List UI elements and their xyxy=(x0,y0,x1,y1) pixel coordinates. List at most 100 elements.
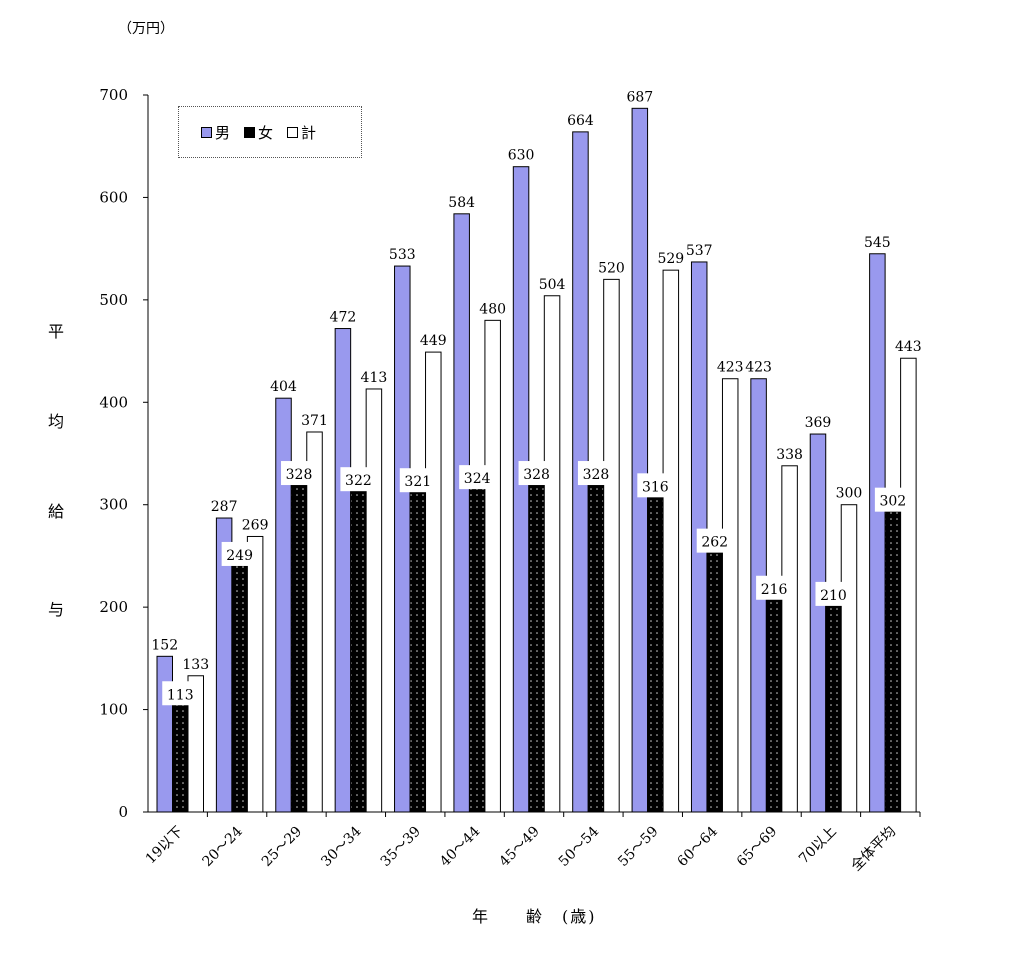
data-label-box-female xyxy=(399,468,436,493)
bar-female xyxy=(528,475,545,813)
x-tick-label: 65～69 xyxy=(734,824,780,870)
data-label-female: 328 xyxy=(583,467,610,483)
x-tick-label: 70以上 xyxy=(796,824,840,868)
unit-label: （万円） xyxy=(118,21,174,37)
bar-female xyxy=(647,487,664,813)
data-label-male: 423 xyxy=(745,360,772,376)
data-label-total: 449 xyxy=(420,333,447,349)
data-label-box-female xyxy=(518,461,555,486)
data-label-total: 504 xyxy=(539,277,566,293)
bar-female xyxy=(706,543,723,813)
data-label-box-female xyxy=(281,461,318,486)
bar-female xyxy=(290,475,308,813)
data-label-male: 630 xyxy=(508,148,535,164)
bar-female xyxy=(825,596,842,813)
data-label-total: 371 xyxy=(301,413,328,429)
data-label-female: 262 xyxy=(701,535,728,551)
bar-male xyxy=(334,328,352,813)
bar-total xyxy=(781,465,798,813)
data-label-female: 210 xyxy=(820,588,847,604)
x-tick-label: 35～39 xyxy=(378,824,424,870)
data-label-male: 404 xyxy=(270,379,297,395)
legend-swatch-total xyxy=(287,126,299,138)
data-label-total: 300 xyxy=(836,486,863,502)
bar-female xyxy=(884,502,902,813)
data-label-male: 369 xyxy=(805,415,832,431)
bar-total xyxy=(246,535,264,813)
bar-total xyxy=(365,388,383,813)
x-tick-label: 25～29 xyxy=(259,824,305,870)
data-label-female: 316 xyxy=(642,479,669,495)
data-label-box-female xyxy=(221,541,258,566)
y-tick-label: 500 xyxy=(99,291,128,309)
bar-total xyxy=(603,278,620,813)
legend-item-male: 男 xyxy=(201,122,230,143)
legend-item-female: 女 xyxy=(244,122,273,143)
y-axis-label-char: 均 xyxy=(48,412,65,431)
bar-female xyxy=(231,556,248,813)
data-label-total: 133 xyxy=(182,657,209,673)
x-tick-label: 19以下 xyxy=(143,824,187,868)
data-label-total: 423 xyxy=(717,360,744,376)
x-tick-label: 20～24 xyxy=(199,823,245,869)
y-axis-label-char: 給 xyxy=(48,502,65,521)
bar-male xyxy=(156,655,173,813)
bar-female xyxy=(350,481,367,813)
data-label-female: 321 xyxy=(404,474,431,490)
data-label-female: 216 xyxy=(761,582,788,598)
legend-label-female: 女 xyxy=(258,123,274,142)
data-label-male: 537 xyxy=(686,243,713,259)
bar-male xyxy=(631,107,649,813)
y-tick-label: 400 xyxy=(99,393,128,411)
bar-female xyxy=(409,482,427,813)
data-label-total: 269 xyxy=(242,517,269,533)
data-label-total: 413 xyxy=(361,370,388,386)
legend-swatch-male xyxy=(201,126,212,138)
data-label-male: 472 xyxy=(330,310,357,326)
data-label-male: 152 xyxy=(151,637,178,653)
bar-total xyxy=(900,357,917,813)
x-tick-label: 50～54 xyxy=(556,823,602,869)
y-tick-label: 700 xyxy=(99,86,128,104)
bar-female xyxy=(587,475,605,813)
data-label-box-female xyxy=(637,473,674,498)
y-tick-label: 600 xyxy=(99,188,128,206)
data-label-male: 664 xyxy=(567,113,594,129)
data-label-female: 322 xyxy=(345,473,372,489)
x-axis-title: 年 齢 (歳) xyxy=(472,907,597,926)
data-label-male: 584 xyxy=(448,195,475,211)
data-label-total: 520 xyxy=(598,260,625,276)
data-label-male: 687 xyxy=(626,89,653,105)
data-label-box-female xyxy=(696,528,733,553)
x-tick-label: 30～34 xyxy=(318,823,364,869)
bar-total xyxy=(543,295,561,813)
data-label-male: 287 xyxy=(211,499,238,515)
x-tick-label: 40～44 xyxy=(437,823,483,869)
data-label-female: 302 xyxy=(879,494,906,510)
bar-total xyxy=(306,431,323,813)
legend-swatch-female xyxy=(244,126,256,138)
bar-male xyxy=(512,166,530,813)
data-label-box-female xyxy=(756,575,793,600)
bar-female xyxy=(765,590,783,813)
bar-male xyxy=(275,397,292,813)
data-label-box-female xyxy=(459,465,496,490)
data-label-box-female xyxy=(340,467,377,492)
data-label-box-female xyxy=(162,681,199,706)
y-tick-label: 0 xyxy=(118,803,128,821)
data-label-total: 480 xyxy=(479,301,506,317)
bar-total xyxy=(484,319,501,813)
bar-female xyxy=(468,479,486,813)
data-label-total: 443 xyxy=(895,339,922,355)
chart-legend: 男 女 計 xyxy=(178,106,362,158)
data-label-female: 249 xyxy=(226,548,253,564)
data-label-total: 338 xyxy=(776,447,803,463)
data-label-box-female xyxy=(577,461,614,486)
bar-male xyxy=(394,265,411,813)
data-label-box-female xyxy=(874,487,911,512)
x-tick-label: 全体平均 xyxy=(848,823,900,875)
x-tick-label: 55～59 xyxy=(615,824,661,870)
data-label-box-female xyxy=(815,581,852,606)
x-tick-label: 60～64 xyxy=(675,823,721,869)
y-tick-label: 200 xyxy=(99,598,128,616)
